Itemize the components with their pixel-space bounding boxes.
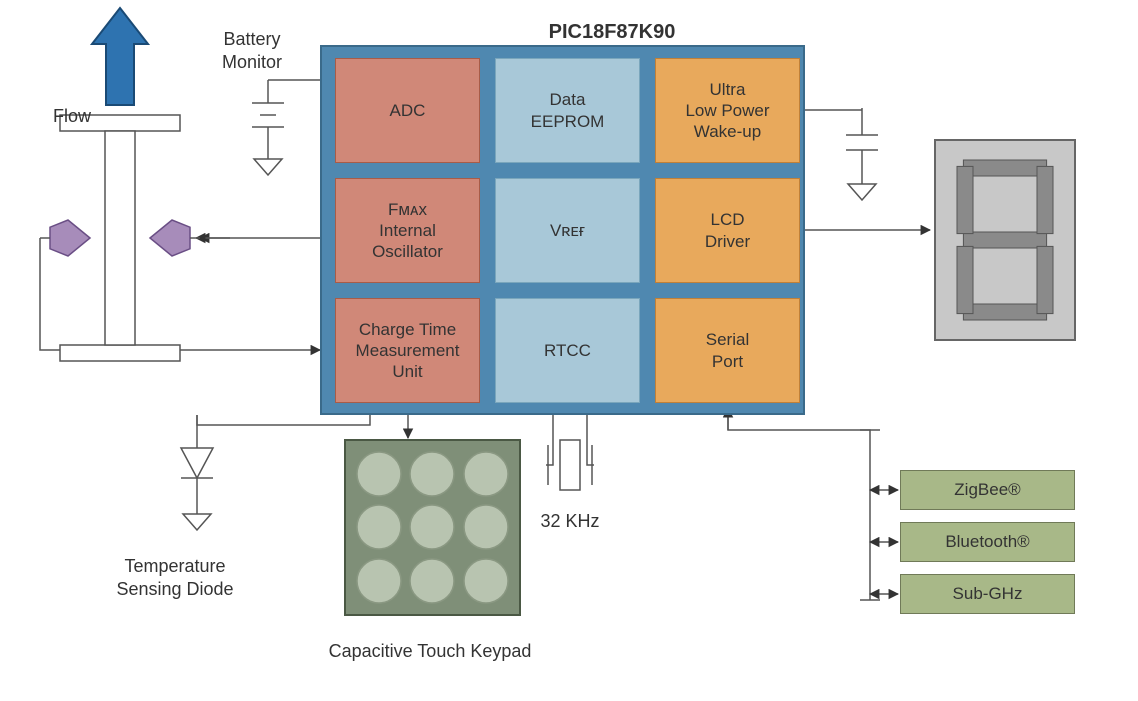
block-ulp-wakeup: UltraLow PowerWake-up [655, 58, 800, 163]
keypad-label: Capacitive Touch Keypad [300, 640, 560, 663]
wireless-zigbee-label: ZigBee® [954, 479, 1020, 500]
ground-icon [183, 514, 211, 530]
block-data-eeprom: DataEEPROM [495, 58, 640, 163]
wireless-subghz-label: Sub-GHz [953, 583, 1023, 604]
block-ulp-label: UltraLow PowerWake-up [685, 79, 769, 143]
block-vref-label: Vʀᴇғ [550, 220, 585, 241]
block-eeprom-label: DataEEPROM [531, 89, 605, 132]
wireless-zigbee: ZigBee® [900, 470, 1075, 510]
block-adc: ADC [335, 58, 480, 163]
diode-icon [181, 448, 213, 478]
block-ctmu: Charge TimeMeasurementUnit [335, 298, 480, 403]
wire [40, 238, 320, 350]
wireless-bluetooth-label: Bluetooth® [945, 531, 1029, 552]
block-vref: Vʀᴇғ [495, 178, 640, 283]
block-osc-label: FᴍᴀxInternalOscillator [372, 199, 443, 263]
block-rtcc: RTCC [495, 298, 640, 403]
flow-arrow-icon [92, 8, 148, 105]
flow-label: Flow [42, 105, 102, 128]
ground-icon [254, 159, 282, 175]
flow-transducer-icon [150, 220, 190, 256]
block-lcd-label: LCDDriver [705, 209, 750, 252]
wireless-subghz: Sub-GHz [900, 574, 1075, 614]
block-lcd-driver: LCDDriver [655, 178, 800, 283]
wireless-bluetooth: Bluetooth® [900, 522, 1075, 562]
block-rtcc-label: RTCC [544, 340, 591, 361]
block-serial-port: SerialPort [655, 298, 800, 403]
crystal-freq-label: 32 KHz [530, 510, 610, 533]
mcu-title: PIC18F87K90 [542, 20, 682, 45]
block-ctmu-label: Charge TimeMeasurementUnit [356, 319, 460, 383]
block-serial-label: SerialPort [706, 329, 749, 372]
wire [728, 405, 870, 600]
temperature-diode-label: TemperatureSensing Diode [100, 555, 250, 600]
flow-transducer-icon [50, 220, 90, 256]
crystal-icon [560, 440, 580, 490]
ground-icon [848, 184, 876, 200]
block-internal-oscillator: FᴍᴀxInternalOscillator [335, 178, 480, 283]
battery-monitor-label: BatteryMonitor [207, 28, 297, 73]
block-adc-label: ADC [390, 100, 426, 121]
